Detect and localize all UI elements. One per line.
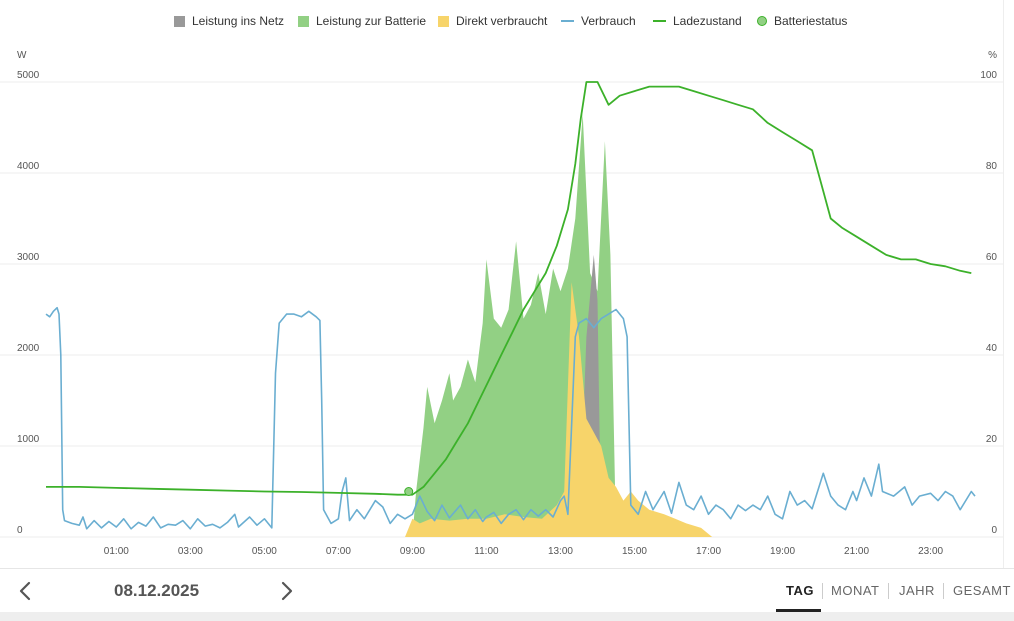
right-tick-label: 100: [980, 70, 997, 81]
legend-item-direct[interactable]: Direkt verbraucht: [438, 14, 547, 28]
right-tick-label: 40: [986, 343, 998, 354]
legend-swatch-consumption: [561, 20, 574, 22]
line-ladezustand: [46, 81, 972, 496]
x-tick-label: 11:00: [474, 546, 499, 557]
right-tick-label: 60: [986, 252, 998, 263]
chevron-left-icon[interactable]: [14, 579, 38, 603]
x-tick-label: 01:00: [104, 546, 129, 557]
legend-label-battery-charge: Leistung zur Batterie: [316, 14, 427, 28]
x-tick-label: 03:00: [178, 546, 203, 557]
chevron-right-icon[interactable]: [274, 579, 298, 603]
tab-year[interactable]: JAHR: [899, 583, 935, 598]
x-tick-label: 13:00: [548, 546, 573, 557]
x-tick-label: 05:00: [252, 546, 277, 557]
right-tick-label: 0: [991, 525, 997, 536]
x-tick-label: 09:00: [400, 546, 425, 557]
left-tick-label: 0: [17, 525, 23, 536]
battery-status-marker[interactable]: [404, 487, 414, 496]
axis-labels: 0 1000 2000 3000 4000 5000 0 20 40 60 80 100 W % 01:00…: [17, 50, 997, 557]
tab-month[interactable]: MONAT: [831, 583, 880, 598]
panel-edge: [1003, 0, 1004, 568]
area-series: [405, 113, 713, 538]
tab-total[interactable]: GESAMT: [953, 583, 1011, 598]
tab-separator: [822, 583, 823, 599]
legend-item-consumption[interactable]: Verbrauch: [561, 14, 636, 28]
legend-swatch-soc: [653, 20, 666, 22]
line-series: [45, 81, 976, 530]
legend-swatch-battery-status: [757, 16, 767, 26]
left-tick-label: 5000: [17, 70, 40, 81]
left-tick-label: 3000: [17, 252, 40, 263]
legend-label-direct: Direkt verbraucht: [456, 14, 548, 28]
tab-separator: [943, 583, 944, 599]
legend-label-soc: Ladezustand: [673, 14, 742, 28]
x-tick-label: 07:00: [326, 546, 351, 557]
active-tab-indicator: [776, 609, 821, 612]
legend-item-battery-charge[interactable]: Leistung zur Batterie: [298, 14, 426, 28]
tab-separator: [888, 583, 889, 599]
tab-day[interactable]: TAG: [786, 583, 814, 598]
right-tick-label: 80: [986, 161, 998, 172]
legend-label-consumption: Verbrauch: [581, 14, 636, 28]
line-verbrauch: [45, 306, 976, 530]
energy-chart: 0 1000 2000 3000 4000 5000 0 20 40 60 80 100 W % 01:00…: [0, 50, 1003, 557]
left-tick-label: 2000: [17, 343, 40, 354]
legend-label-grid: Leistung ins Netz: [192, 14, 285, 28]
left-tick-label: 4000: [17, 161, 40, 172]
legend-swatch-direct: [438, 15, 449, 27]
x-tick-label: 19:00: [770, 546, 795, 557]
legend-swatch-grid: [174, 15, 185, 27]
current-date[interactable]: 08.12.2025: [114, 581, 200, 600]
legend-item-soc[interactable]: Ladezustand: [653, 14, 742, 28]
date-navigation-bar: 08.12.2025 TAG MONAT JAHR GESAMT: [0, 568, 1014, 613]
legend-swatch-battery-charge: [298, 15, 309, 27]
legend: Leistung ins Netz Leistung zur Batterie …: [0, 14, 1014, 34]
x-tick-label: 15:00: [622, 546, 647, 557]
x-tick-label: 23:00: [918, 546, 943, 557]
x-tick-label: 21:00: [844, 546, 869, 557]
x-tick-label: 17:00: [696, 546, 721, 557]
legend-label-battery-status: Batteriestatus: [774, 14, 848, 28]
left-axis-unit: W: [17, 50, 27, 61]
right-tick-label: 20: [986, 434, 998, 445]
right-axis-unit: %: [988, 50, 997, 61]
bottom-strip: [0, 612, 1014, 621]
legend-item-battery-status[interactable]: Batteriestatus: [757, 14, 847, 28]
legend-item-grid[interactable]: Leistung ins Netz: [174, 14, 284, 28]
left-tick-label: 1000: [17, 434, 40, 445]
